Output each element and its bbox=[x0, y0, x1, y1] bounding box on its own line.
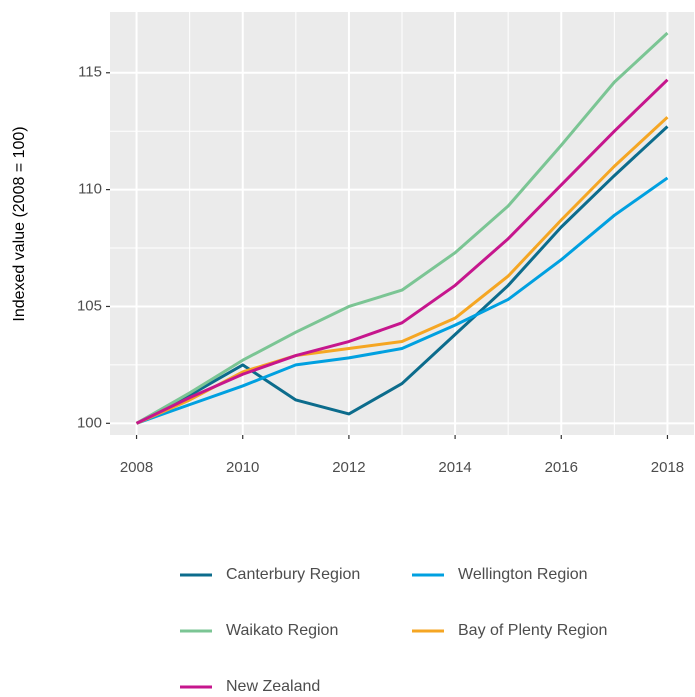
legend-label: Waikato Region bbox=[226, 622, 338, 639]
series-line bbox=[135, 31, 669, 425]
legend-label: Bay of Plenty Region bbox=[458, 622, 607, 639]
legend-label: Canterbury Region bbox=[226, 566, 360, 583]
y-axis-label: Indexed value (2008 = 100) bbox=[11, 126, 28, 321]
x-tick-label: 2010 bbox=[226, 459, 259, 476]
series-line bbox=[135, 125, 669, 425]
x-tick-label: 2018 bbox=[651, 459, 684, 476]
y-tick-label: 115 bbox=[78, 64, 102, 81]
x-tick-label: 2014 bbox=[438, 459, 471, 476]
y-tick-label: 100 bbox=[77, 414, 102, 431]
x-tick-label: 2016 bbox=[545, 459, 578, 476]
y-tick-label: 105 bbox=[77, 297, 102, 314]
y-tick-label: 110 bbox=[78, 181, 102, 198]
legend-label: Wellington Region bbox=[458, 566, 588, 583]
series-line bbox=[135, 78, 669, 425]
series-line bbox=[136, 176, 669, 425]
x-tick-label: 2008 bbox=[120, 459, 153, 476]
legend-label: New Zealand bbox=[226, 678, 320, 695]
x-tick-label: 2012 bbox=[332, 459, 365, 476]
